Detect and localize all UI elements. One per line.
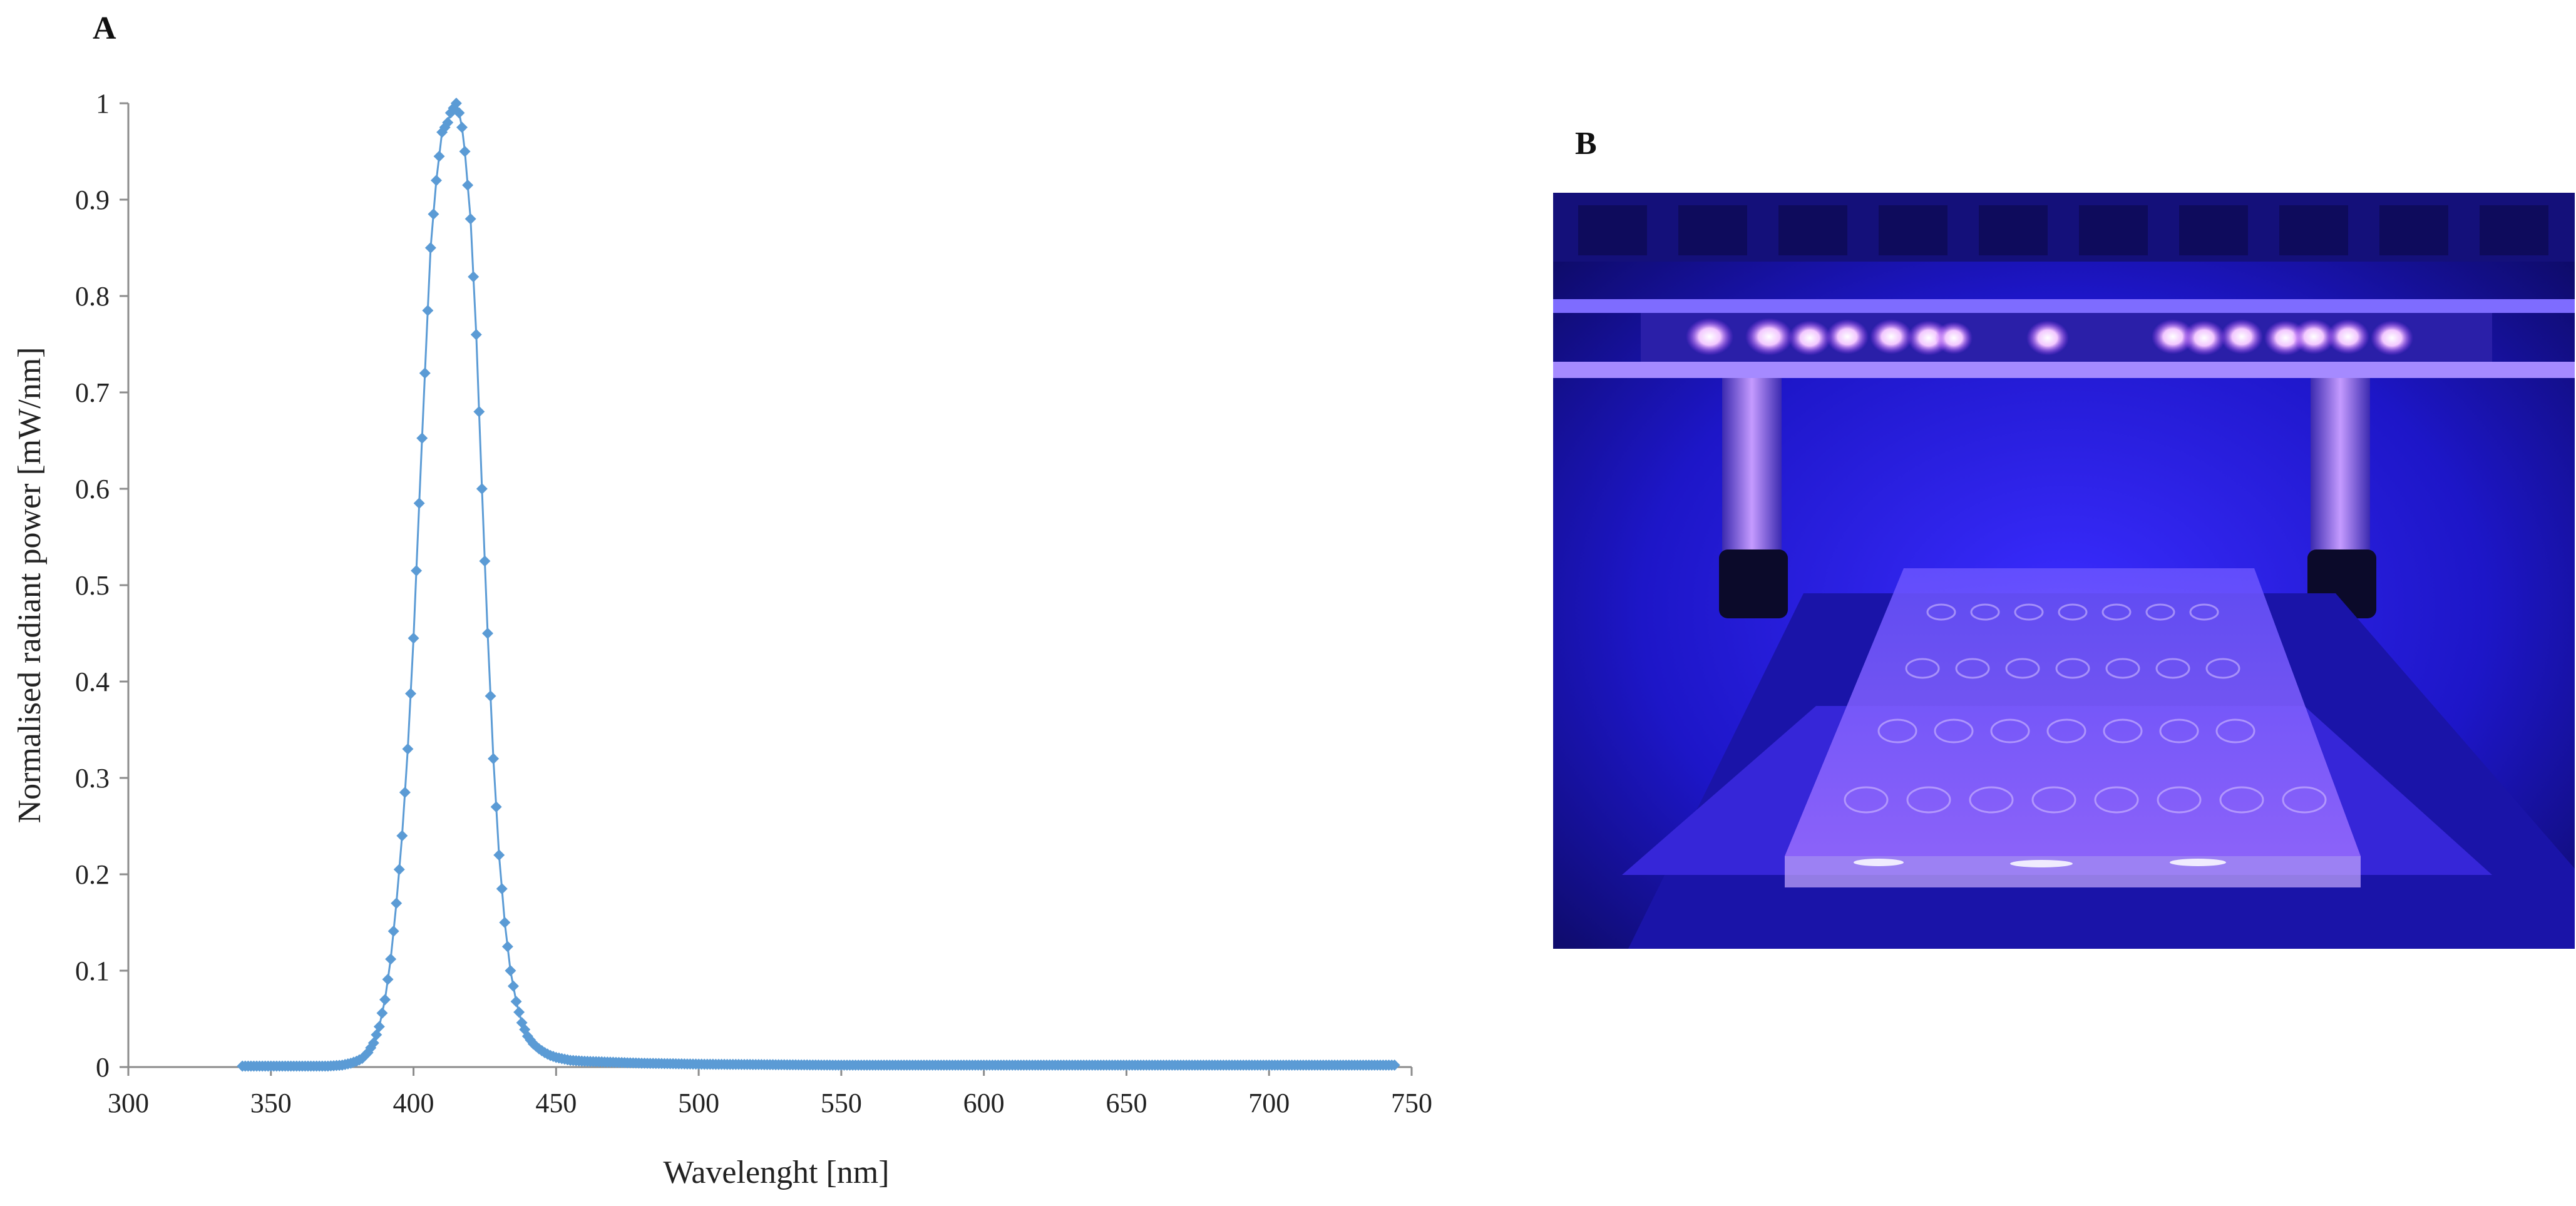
data-point bbox=[433, 150, 445, 162]
y-tick-label: 0 bbox=[96, 1052, 110, 1083]
x-tick-label: 600 bbox=[963, 1088, 1005, 1118]
chart-ticks: 300 350 400 450 500 550 600 650 700 750 0 0.1 0.2 0.3… bbox=[75, 88, 1432, 1118]
y-tick-label: 0.3 bbox=[75, 763, 110, 794]
data-point bbox=[428, 208, 439, 220]
data-point bbox=[485, 690, 496, 702]
data-point bbox=[450, 98, 462, 109]
y-tick-label: 0.2 bbox=[75, 859, 110, 890]
y-tick-label: 0.4 bbox=[75, 667, 110, 697]
series-line bbox=[242, 101, 1395, 1067]
data-point bbox=[442, 116, 454, 128]
data-point bbox=[382, 973, 394, 985]
data-point bbox=[505, 965, 516, 976]
x-tick-label: 700 bbox=[1248, 1088, 1290, 1118]
data-point bbox=[391, 897, 403, 909]
chart-axes bbox=[127, 103, 1412, 1068]
data-point bbox=[513, 1006, 525, 1018]
data-point bbox=[464, 213, 476, 225]
x-tick-label: 650 bbox=[1106, 1088, 1147, 1118]
y-tick-label: 0.6 bbox=[75, 474, 110, 504]
y-axis-title: Normalised radiant power [mW/nm] bbox=[12, 347, 48, 824]
data-point bbox=[373, 1021, 385, 1033]
data-point bbox=[468, 271, 480, 283]
data-point bbox=[470, 329, 482, 340]
data-point bbox=[496, 883, 508, 895]
panel-b-label: B bbox=[1575, 126, 1597, 161]
data-point bbox=[488, 753, 500, 765]
chart-series bbox=[237, 98, 1400, 1072]
x-tick-label: 500 bbox=[678, 1088, 719, 1118]
data-point bbox=[379, 994, 391, 1006]
data-point bbox=[422, 305, 434, 317]
x-tick-label: 400 bbox=[393, 1088, 434, 1118]
data-point bbox=[387, 925, 399, 937]
y-tick-label: 1 bbox=[96, 88, 110, 119]
data-point bbox=[411, 565, 423, 576]
x-axis-title: Wavelenght [nm] bbox=[663, 1155, 889, 1190]
y-tick-label: 0.8 bbox=[75, 281, 110, 312]
x-tick-label: 550 bbox=[821, 1088, 862, 1118]
data-point bbox=[490, 801, 502, 813]
data-point bbox=[462, 179, 474, 191]
data-point bbox=[493, 849, 505, 861]
data-point bbox=[424, 242, 436, 253]
data-point bbox=[431, 175, 442, 187]
data-point bbox=[459, 146, 471, 157]
y-tick-label: 0.5 bbox=[75, 570, 110, 601]
data-point bbox=[385, 953, 397, 965]
data-point bbox=[405, 688, 416, 700]
x-tick-label: 300 bbox=[108, 1088, 149, 1118]
y-tick-label: 0.9 bbox=[75, 185, 110, 215]
data-point bbox=[508, 980, 519, 992]
data-point bbox=[499, 917, 511, 928]
data-point bbox=[510, 996, 522, 1008]
x-tick-label: 350 bbox=[250, 1088, 292, 1118]
data-point bbox=[408, 632, 419, 644]
x-tick-label: 450 bbox=[535, 1088, 577, 1118]
y-tick-label: 0.1 bbox=[75, 956, 110, 986]
data-point bbox=[482, 628, 493, 639]
photo-led-array-over-well-plate bbox=[1553, 193, 2575, 949]
data-point bbox=[453, 107, 465, 119]
data-point bbox=[1388, 1059, 1400, 1071]
data-point bbox=[376, 1007, 388, 1019]
data-point bbox=[399, 787, 411, 799]
data-point bbox=[456, 121, 468, 133]
y-tick-label: 0.7 bbox=[75, 377, 110, 408]
panel-a-label: A bbox=[93, 11, 116, 46]
data-point bbox=[473, 406, 485, 417]
data-point bbox=[413, 498, 425, 509]
data-point bbox=[419, 367, 431, 379]
data-point bbox=[402, 743, 414, 755]
spectrum-chart: 300 350 400 450 500 550 600 650 700 750 0 0.1 0.2 0.3… bbox=[12, 88, 1432, 1190]
data-point bbox=[396, 830, 408, 842]
photo-illustration bbox=[1553, 193, 2575, 949]
data-point bbox=[393, 864, 405, 876]
data-point bbox=[416, 432, 428, 444]
data-point bbox=[476, 483, 488, 494]
data-point bbox=[479, 555, 491, 567]
data-point bbox=[501, 941, 513, 953]
x-tick-label: 750 bbox=[1391, 1088, 1432, 1118]
